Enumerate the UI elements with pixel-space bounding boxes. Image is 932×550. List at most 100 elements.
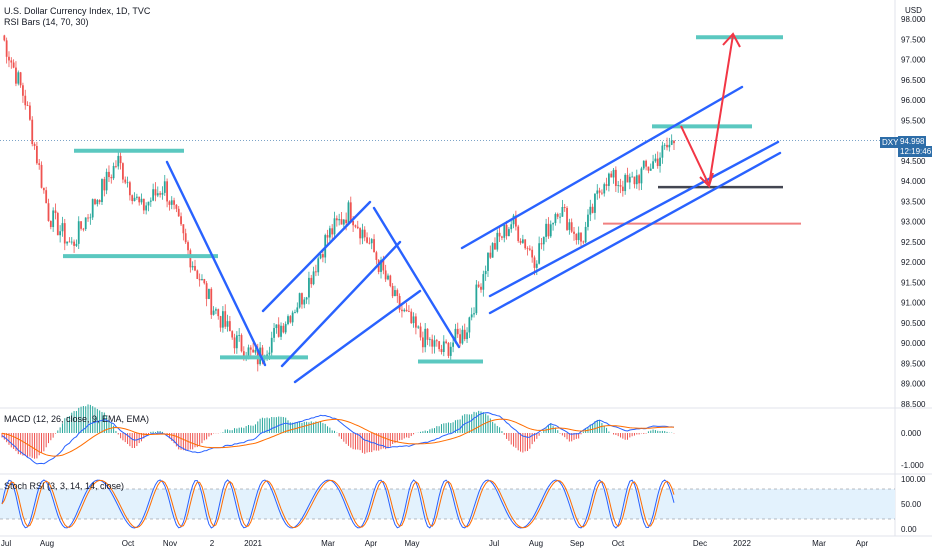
candle-body <box>56 213 59 236</box>
candle-body <box>528 248 531 250</box>
candle-body <box>612 169 615 178</box>
candles <box>3 34 675 372</box>
candle-body <box>440 349 443 353</box>
candle-body <box>5 40 8 57</box>
candle-body <box>240 335 243 352</box>
candle-body <box>491 243 494 258</box>
candle-body <box>103 179 106 191</box>
time-tick-label: Mar <box>812 539 826 548</box>
candle-body <box>649 168 652 171</box>
candle-body <box>391 285 394 297</box>
candle-body <box>463 329 466 340</box>
price-tick-label: 96.000 <box>901 96 926 105</box>
candle-body <box>291 312 294 323</box>
candle-body <box>203 279 206 284</box>
candle-body <box>247 347 250 358</box>
candle-body <box>140 198 143 203</box>
candle-body <box>654 158 657 162</box>
candle-body <box>619 185 622 187</box>
last-price-tag: 94.998 <box>898 136 927 147</box>
chart-title: U.S. Dollar Currency Index, 1D, TVC <box>4 6 151 16</box>
candle-body <box>17 72 20 84</box>
candle-body <box>40 164 43 188</box>
candle-body <box>663 144 666 146</box>
candle-body <box>540 243 543 245</box>
candle-body <box>342 219 345 225</box>
candle-body <box>26 105 29 107</box>
trendline <box>372 206 461 349</box>
trendline <box>460 85 744 250</box>
candle-body <box>191 265 194 268</box>
candle-body <box>591 206 594 213</box>
candle-body <box>147 201 150 206</box>
candle-body <box>570 222 573 232</box>
candle-body <box>159 193 162 195</box>
candle-body <box>340 219 343 225</box>
candle-body <box>375 252 378 260</box>
candle-body <box>414 316 417 328</box>
candle-body <box>289 316 292 323</box>
candle-body <box>659 157 661 167</box>
candle-body <box>124 179 127 183</box>
candle-body <box>412 316 415 324</box>
candle-body <box>12 62 15 68</box>
candle-body <box>573 231 575 234</box>
candle-body <box>603 184 606 194</box>
candle-body <box>426 328 429 340</box>
candle-body <box>184 233 187 243</box>
candle-body <box>514 215 517 227</box>
candle-body <box>33 144 36 147</box>
candle-body <box>626 174 629 183</box>
candle-body <box>84 217 87 230</box>
candle-body <box>91 199 94 218</box>
candle-body <box>535 263 538 268</box>
candle-body <box>168 201 171 205</box>
candle-body <box>235 335 238 349</box>
macd-pane <box>1 404 675 465</box>
candle-body <box>115 165 117 167</box>
price-tick-label: 94.000 <box>901 177 926 186</box>
candle-body <box>524 239 527 249</box>
candle-body <box>233 337 236 349</box>
candle-body <box>575 233 578 241</box>
candle-body <box>503 224 506 238</box>
candle-body <box>298 293 301 308</box>
candle-body <box>428 339 431 341</box>
symbol-tag: DXY <box>880 137 901 148</box>
candle-body <box>22 85 24 96</box>
candle-body <box>31 119 34 145</box>
candle-body <box>521 239 524 243</box>
candle-body <box>149 200 152 202</box>
grid <box>0 0 932 537</box>
candle-body <box>217 309 220 317</box>
candle-body <box>122 163 124 180</box>
price-tick-label: 94.500 <box>901 157 926 166</box>
price-tick-label: 89.000 <box>901 380 926 389</box>
candle-body <box>128 182 131 196</box>
candle-body <box>312 271 315 285</box>
candle-body <box>501 236 503 238</box>
candle-body <box>105 171 108 191</box>
candle-body <box>475 284 478 314</box>
candle-body <box>419 326 422 338</box>
candle-body <box>435 340 438 342</box>
stoch-band <box>0 489 895 519</box>
candle-body <box>638 175 641 184</box>
price-tick-label: 95.500 <box>901 116 926 125</box>
candle-body <box>101 179 103 203</box>
candle-body <box>466 332 468 340</box>
time-tick-label: Oct <box>612 539 625 548</box>
candle-body <box>42 187 45 191</box>
candle-body <box>438 341 441 350</box>
candle-body <box>210 288 213 315</box>
candle-body <box>189 250 192 268</box>
candle-body <box>224 311 227 327</box>
candle-body <box>338 219 341 221</box>
candle-body <box>152 189 155 201</box>
candle-body <box>126 182 129 184</box>
time-tick-label: 2021 <box>244 539 262 548</box>
candle-body <box>519 240 522 243</box>
candle-body <box>215 309 217 311</box>
candle-body <box>284 324 287 333</box>
